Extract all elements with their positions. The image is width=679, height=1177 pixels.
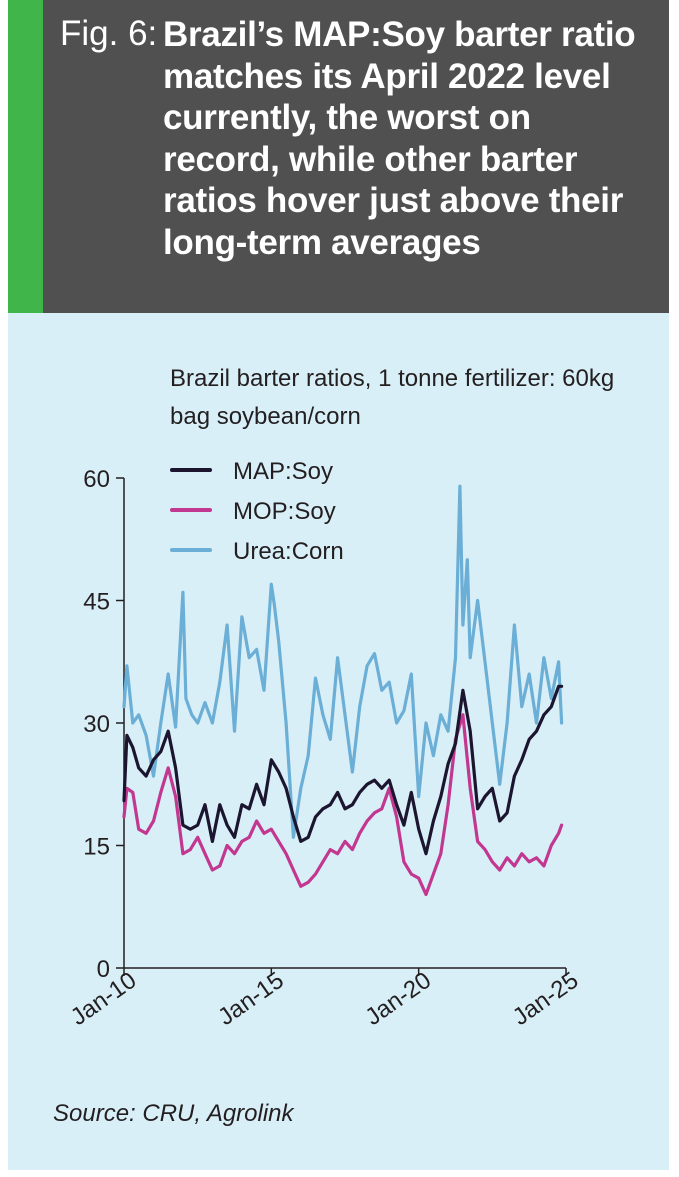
chart-subtitle: Brazil barter ratios, 1 tonne fertilizer… <box>170 365 615 430</box>
x-tick-label: Jan-15 <box>213 967 289 1031</box>
y-tick-label: 45 <box>83 589 110 616</box>
legend-label: MAP:Soy <box>233 458 333 485</box>
y-tick-label: 30 <box>83 711 110 738</box>
figure-title: Brazil’s MAP:Soy barter ratio matches it… <box>163 15 636 262</box>
legend-label: Urea:Corn <box>233 538 344 565</box>
series-line-map-soy <box>122 684 564 856</box>
figure-label: Fig. 6: <box>60 14 158 53</box>
y-tick-label: 60 <box>83 466 110 493</box>
chart-series <box>122 484 564 897</box>
x-tick-label: Jan-20 <box>361 967 437 1031</box>
series-line-urea-corn <box>122 484 564 839</box>
series-line-mop-soy <box>122 713 564 897</box>
accent-stripe <box>8 0 43 313</box>
y-tick-label: 15 <box>83 834 110 861</box>
y-tick-label: 0 <box>97 956 110 983</box>
figure-card: Fig. 6: Brazil’s MAP:Soy barter ratio ma… <box>8 0 669 1170</box>
legend-label: MOP:Soy <box>233 498 336 525</box>
figure-header: Fig. 6: Brazil’s MAP:Soy barter ratio ma… <box>8 0 669 313</box>
source-note: Source: CRU, Agrolink <box>53 1100 294 1127</box>
chart-legend: MAP:Soy MOP:Soy Urea:Corn <box>170 458 344 565</box>
x-tick-label: Jan-25 <box>508 967 584 1031</box>
